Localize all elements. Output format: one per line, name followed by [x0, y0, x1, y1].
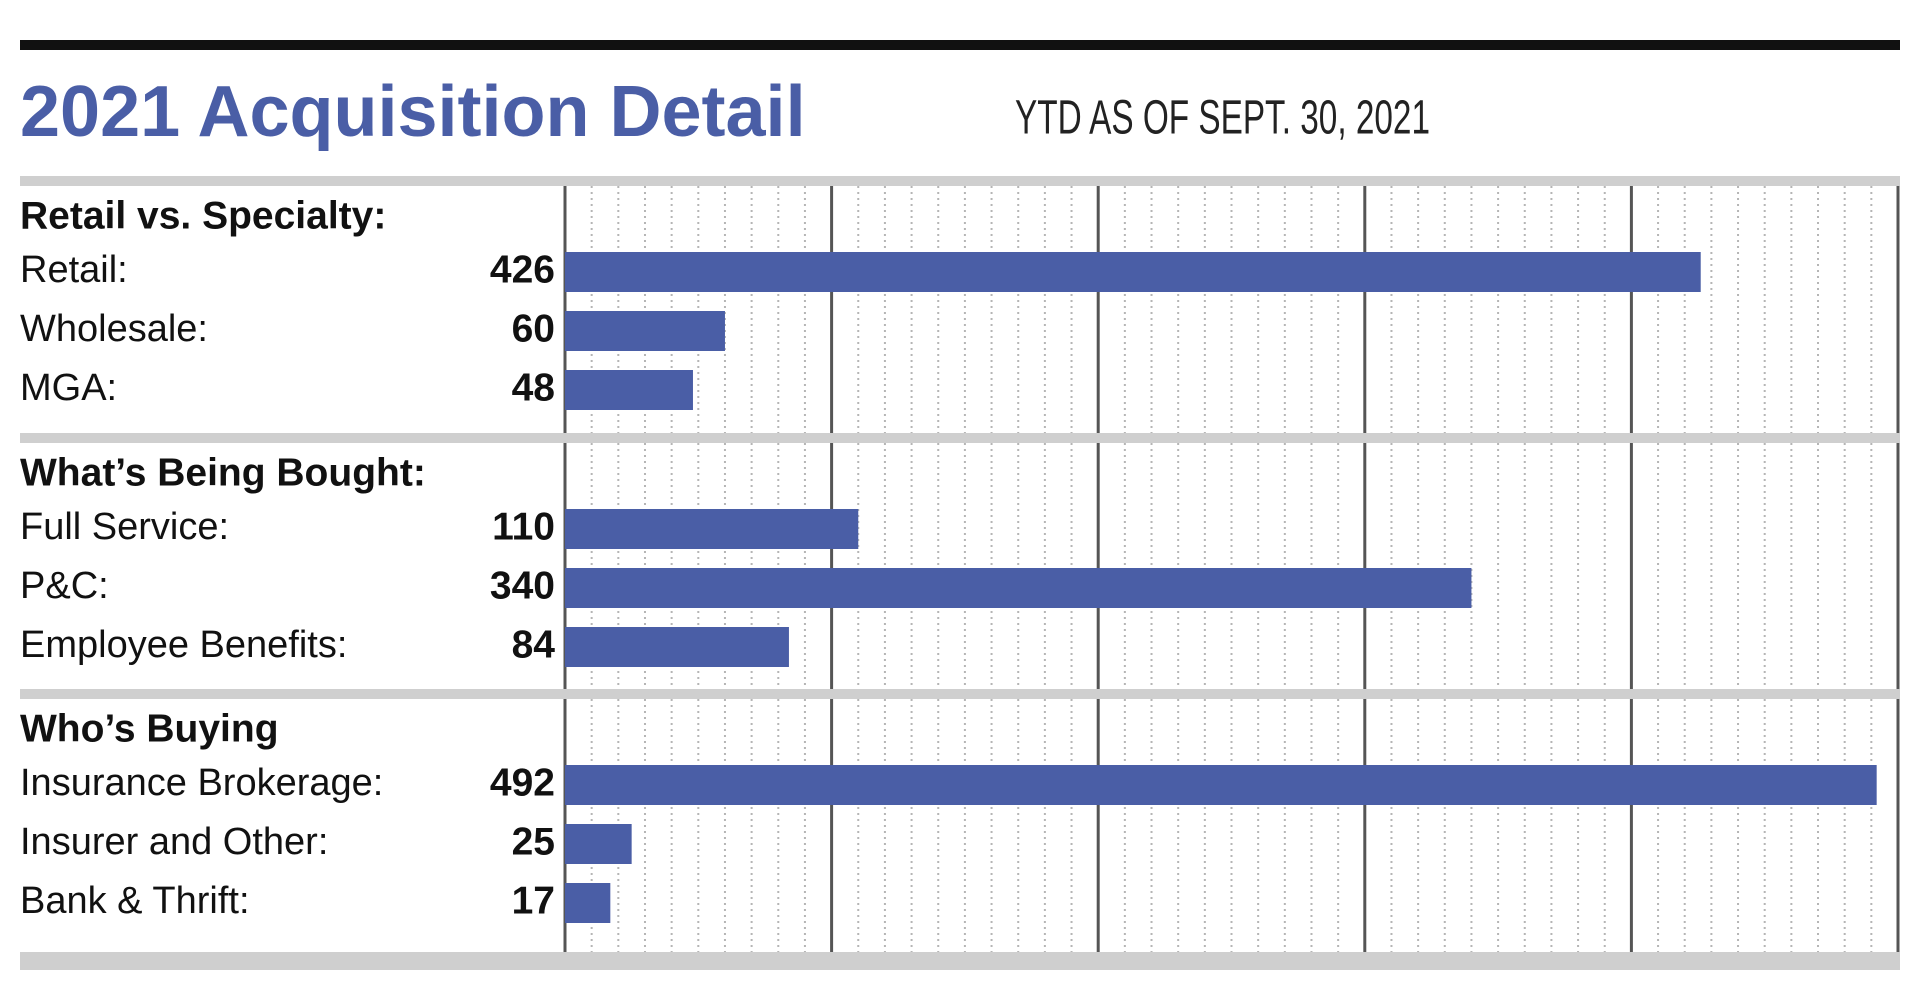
category-label: Insurer and Other:	[20, 821, 328, 863]
separator-band	[20, 952, 1900, 970]
category-label: Insurance Brokerage:	[20, 762, 383, 804]
bar	[565, 765, 1877, 805]
bar	[565, 627, 789, 667]
separator-band	[20, 689, 1900, 699]
bar	[565, 311, 725, 351]
category-label: MGA:	[20, 367, 117, 409]
bar	[565, 824, 632, 864]
value-label: 84	[512, 623, 556, 666]
separator-band	[20, 433, 1900, 443]
value-label: 426	[490, 248, 555, 291]
bar	[565, 883, 611, 923]
value-label: 340	[490, 564, 555, 607]
category-label: Wholesale:	[20, 308, 208, 350]
category-label: Full Service:	[20, 506, 229, 548]
bar	[565, 252, 1701, 292]
group-heading: Retail vs. Specialty:	[20, 194, 386, 237]
group-heading: Who’s Buying	[20, 707, 279, 750]
value-label: 492	[490, 761, 555, 804]
value-label: 110	[492, 505, 555, 548]
top-rule	[20, 40, 1900, 50]
value-label: 48	[512, 366, 555, 409]
chart-title: 2021 Acquisition Detail	[20, 72, 806, 152]
category-label: Bank & Thrift:	[20, 880, 250, 922]
value-label: 60	[512, 307, 555, 350]
group-heading: What’s Being Bought:	[20, 451, 426, 494]
value-label: 25	[512, 820, 555, 863]
bar	[565, 568, 1472, 608]
value-label: 17	[512, 879, 555, 922]
category-label: P&C:	[20, 565, 109, 607]
category-label: Employee Benefits:	[20, 624, 347, 666]
bar	[565, 509, 859, 549]
category-label: Retail:	[20, 249, 128, 291]
chart-subtitle: YTD AS OF SEPT. 30, 2021	[1015, 92, 1430, 145]
bar	[565, 370, 693, 410]
separator-band	[20, 176, 1900, 186]
